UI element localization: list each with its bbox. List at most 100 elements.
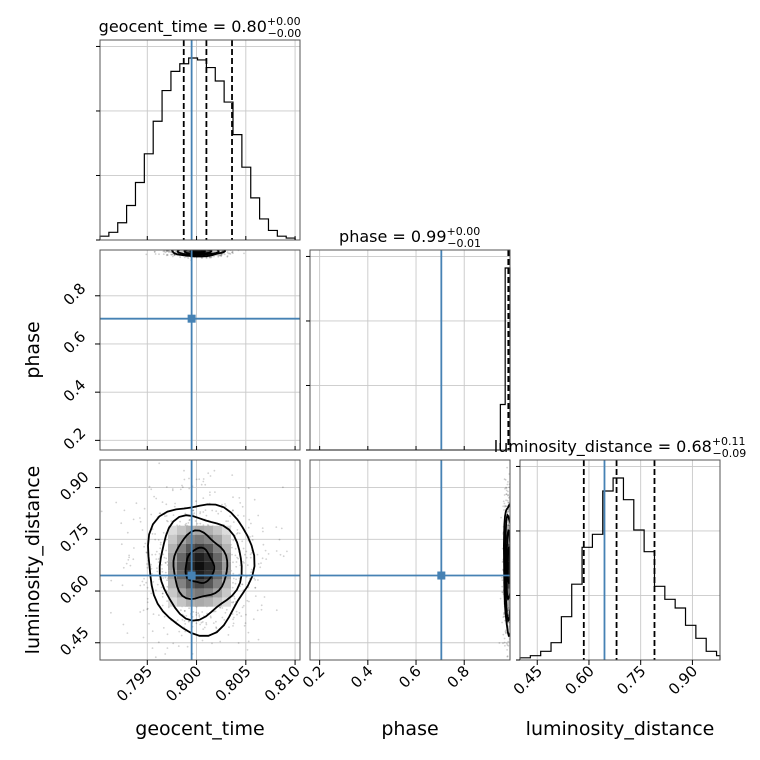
sample-point — [196, 247, 198, 249]
sample-point — [506, 642, 508, 645]
sample-point — [199, 247, 201, 249]
sample-point — [159, 547, 162, 550]
sample-point — [242, 547, 245, 550]
sample-point — [512, 557, 514, 559]
sample-point — [218, 247, 220, 249]
sample-point — [500, 516, 502, 519]
sample-point — [511, 559, 513, 561]
sample-point — [155, 558, 158, 560]
sample-point — [243, 624, 246, 627]
panel-frames — [99, 39, 721, 661]
sample-point — [150, 563, 153, 566]
sample-point — [196, 522, 199, 525]
sample-point — [511, 564, 513, 566]
density-cell — [204, 525, 213, 535]
sample-point — [510, 580, 512, 582]
sample-point — [230, 243, 232, 245]
sample-point — [162, 627, 165, 629]
sample-point — [146, 566, 149, 569]
sample-point — [517, 529, 519, 531]
sample-point — [512, 610, 514, 612]
sample-point — [195, 247, 197, 249]
sample-point — [195, 247, 197, 249]
sample-point — [513, 585, 515, 587]
sample-point — [282, 486, 284, 489]
sample-point — [514, 563, 516, 565]
sample-point — [125, 562, 128, 565]
density-cell — [504, 597, 510, 607]
sample-point — [244, 553, 246, 556]
x-tick-label-phase-3: 0.8 — [443, 662, 473, 692]
sample-point — [515, 556, 517, 558]
sample-point — [511, 542, 513, 544]
sample-point — [150, 572, 153, 575]
density-cell — [204, 597, 213, 607]
panel-frame-2-2 — [519, 459, 721, 661]
sample-point — [512, 529, 514, 531]
sample-point — [511, 566, 513, 568]
sample-point — [504, 629, 507, 632]
sample-point — [213, 247, 215, 249]
density-cell — [195, 552, 204, 562]
sample-point — [237, 245, 239, 247]
sample-point — [510, 525, 512, 527]
sample-point — [235, 578, 238, 581]
sample-point — [512, 552, 514, 554]
sample-point — [151, 553, 154, 556]
sample-point — [164, 561, 167, 564]
sample-point — [507, 523, 509, 526]
sample-point — [231, 251, 234, 254]
sample-point — [232, 521, 235, 523]
sample-point — [236, 556, 239, 559]
sample-point — [505, 489, 508, 492]
sample-point — [501, 561, 504, 563]
sample-point — [181, 247, 183, 249]
sample-point — [143, 545, 146, 548]
sample-point — [184, 247, 186, 249]
sample-point — [177, 645, 180, 647]
sample-point — [224, 611, 227, 614]
sample-point — [200, 621, 203, 624]
sample-point — [195, 247, 197, 249]
sample-point — [203, 246, 205, 248]
sample-point — [515, 597, 517, 599]
sample-point — [513, 566, 515, 568]
sample-point — [514, 580, 516, 582]
sample-point — [510, 554, 512, 556]
sample-point — [507, 608, 510, 611]
sample-point — [512, 543, 514, 545]
x-tick-label-phase-0: 0.2 — [299, 662, 329, 692]
sample-point — [246, 564, 249, 566]
sample-point — [126, 531, 129, 534]
panel-frame-0-1 — [99, 249, 301, 451]
sample-point — [194, 520, 197, 522]
marginal-title-geocent_time: geocent_time = 0.80+0.00 −0.00 — [99, 15, 302, 40]
sample-point — [146, 586, 149, 589]
sample-point — [170, 253, 173, 256]
sample-point — [512, 592, 514, 594]
sample-point — [211, 247, 213, 249]
sample-point — [236, 533, 238, 535]
y-axis-label-luminosity-distance: luminosity_distance — [22, 466, 44, 655]
sample-point — [502, 695, 504, 697]
sample-point — [506, 644, 509, 646]
sample-point — [513, 607, 515, 609]
sample-point — [512, 579, 514, 581]
sample-point — [515, 564, 517, 566]
sample-point — [512, 588, 514, 590]
sample-point — [201, 248, 203, 250]
sample-point — [236, 532, 239, 534]
sample-point — [195, 500, 197, 503]
panel-frame-1-1 — [309, 249, 511, 451]
sample-point — [209, 246, 211, 248]
sample-point — [514, 573, 516, 575]
sample-point — [209, 247, 211, 249]
sample-point — [507, 490, 509, 493]
density-cell — [177, 552, 186, 562]
sample-point — [259, 566, 262, 569]
sample-point — [164, 248, 166, 250]
sample-point — [158, 553, 161, 555]
sample-point — [247, 586, 250, 589]
sample-point — [254, 579, 257, 581]
sample-point — [150, 513, 153, 516]
